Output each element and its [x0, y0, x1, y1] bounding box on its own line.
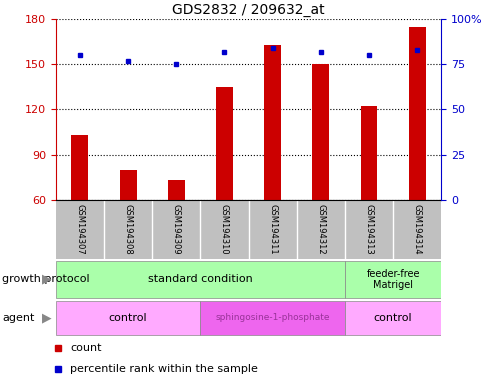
- Text: standard condition: standard condition: [148, 274, 252, 285]
- Text: control: control: [373, 313, 411, 323]
- Text: sphingosine-1-phosphate: sphingosine-1-phosphate: [215, 313, 329, 322]
- Bar: [56, 301, 200, 334]
- Bar: [360, 106, 377, 200]
- Text: count: count: [70, 343, 102, 353]
- Bar: [312, 65, 329, 200]
- Text: feeder-free
Matrigel: feeder-free Matrigel: [365, 268, 419, 290]
- Text: control: control: [108, 313, 147, 323]
- Bar: [120, 170, 136, 200]
- Text: agent: agent: [2, 313, 35, 323]
- Bar: [56, 261, 344, 298]
- Text: GSM194313: GSM194313: [364, 204, 373, 255]
- Text: GSM194310: GSM194310: [220, 204, 228, 255]
- Text: GSM194311: GSM194311: [268, 204, 276, 255]
- Title: GDS2832 / 209632_at: GDS2832 / 209632_at: [172, 3, 324, 17]
- Text: percentile rank within the sample: percentile rank within the sample: [70, 364, 257, 374]
- Text: GSM194309: GSM194309: [171, 204, 181, 255]
- Bar: [408, 27, 425, 200]
- Text: GSM194312: GSM194312: [316, 204, 325, 255]
- Bar: [344, 301, 440, 334]
- Bar: [200, 301, 344, 334]
- Bar: [215, 87, 232, 200]
- Bar: [167, 180, 184, 200]
- Text: GSM194308: GSM194308: [123, 204, 132, 255]
- Text: ▶: ▶: [42, 311, 52, 324]
- Text: growth protocol: growth protocol: [2, 274, 90, 285]
- Bar: [264, 45, 281, 200]
- Text: GSM194307: GSM194307: [75, 204, 84, 255]
- Text: GSM194314: GSM194314: [412, 204, 421, 255]
- Bar: [71, 135, 88, 200]
- Bar: [344, 261, 440, 298]
- Text: ▶: ▶: [42, 273, 52, 286]
